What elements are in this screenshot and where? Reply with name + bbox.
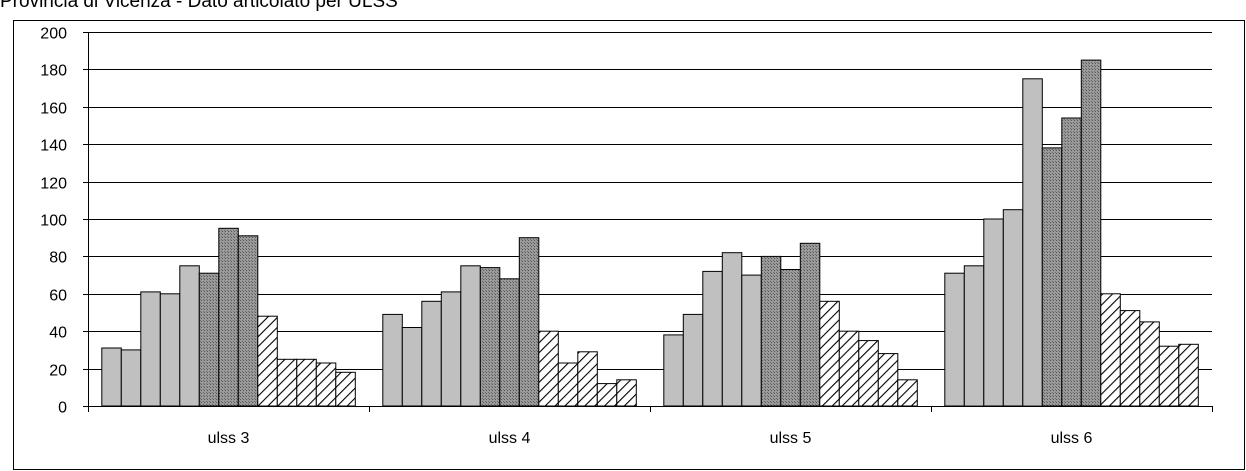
bar bbox=[276, 358, 298, 407]
y-tick-label: 20 bbox=[49, 363, 67, 380]
category-label: ulss 4 bbox=[489, 430, 531, 447]
bar bbox=[499, 278, 520, 407]
y-tick-label: 100 bbox=[40, 213, 67, 230]
bar bbox=[858, 340, 879, 407]
bar bbox=[257, 315, 278, 407]
category-label: ulss 6 bbox=[1051, 430, 1093, 447]
bar bbox=[682, 313, 704, 407]
bar bbox=[983, 218, 1004, 407]
bar bbox=[741, 274, 762, 407]
bars bbox=[101, 59, 1199, 407]
axes: 0 20 40 60 80 100 120 140 160 180 200 ulss 3 ulss 4 u… bbox=[40, 26, 1213, 447]
y-tick-label: 160 bbox=[40, 101, 67, 118]
bar bbox=[1100, 293, 1121, 407]
bar bbox=[944, 272, 965, 407]
y-tick-label: 120 bbox=[40, 176, 67, 193]
bar bbox=[616, 379, 637, 407]
category-label: ulss 3 bbox=[208, 430, 250, 447]
y-tick-label: 180 bbox=[40, 63, 67, 80]
y-tick-label: 60 bbox=[49, 288, 67, 305]
bar bbox=[421, 300, 442, 407]
bar bbox=[382, 313, 403, 407]
bar bbox=[440, 291, 462, 407]
chart-title: Provincia di Vicenza - Dato articolato p… bbox=[0, 0, 398, 12]
bar bbox=[218, 227, 239, 407]
bar bbox=[799, 242, 821, 407]
bar bbox=[140, 291, 161, 407]
bar bbox=[721, 252, 743, 407]
bar bbox=[296, 358, 317, 407]
bar bbox=[518, 237, 540, 407]
bar bbox=[1061, 117, 1082, 407]
bar bbox=[1002, 209, 1024, 407]
bar bbox=[1119, 310, 1141, 407]
bar bbox=[557, 362, 579, 407]
y-tick-label: 200 bbox=[40, 26, 67, 43]
bar bbox=[315, 362, 337, 407]
bar bbox=[101, 347, 122, 407]
bar bbox=[538, 330, 559, 407]
y-tick-label: 80 bbox=[49, 250, 67, 267]
bar bbox=[963, 265, 985, 407]
bar bbox=[877, 353, 899, 407]
bar bbox=[702, 270, 723, 407]
y-tick-label: 40 bbox=[49, 325, 67, 342]
bar bbox=[596, 383, 618, 407]
bar bbox=[663, 334, 684, 407]
bar bbox=[198, 272, 220, 407]
bar bbox=[838, 330, 860, 407]
bar bbox=[120, 349, 142, 407]
bar bbox=[237, 235, 259, 407]
bar bbox=[819, 300, 840, 407]
bar bbox=[479, 267, 501, 407]
bar bbox=[780, 269, 801, 407]
category-label: ulss 5 bbox=[770, 430, 812, 447]
bar bbox=[760, 255, 782, 407]
bar bbox=[1022, 78, 1043, 407]
bar bbox=[460, 265, 481, 407]
bar bbox=[1041, 147, 1063, 407]
chart-frame bbox=[13, 20, 1245, 470]
bar bbox=[159, 293, 181, 407]
bar bbox=[179, 265, 200, 407]
bar bbox=[1178, 343, 1199, 407]
bar bbox=[401, 327, 423, 407]
bar bbox=[1139, 321, 1160, 407]
y-tick-label: 0 bbox=[58, 400, 67, 417]
bar bbox=[577, 351, 598, 407]
bar bbox=[1080, 59, 1102, 407]
bar bbox=[1158, 345, 1180, 407]
bar bbox=[897, 379, 918, 407]
y-tick-label: 140 bbox=[40, 138, 67, 155]
bar bbox=[335, 371, 356, 407]
